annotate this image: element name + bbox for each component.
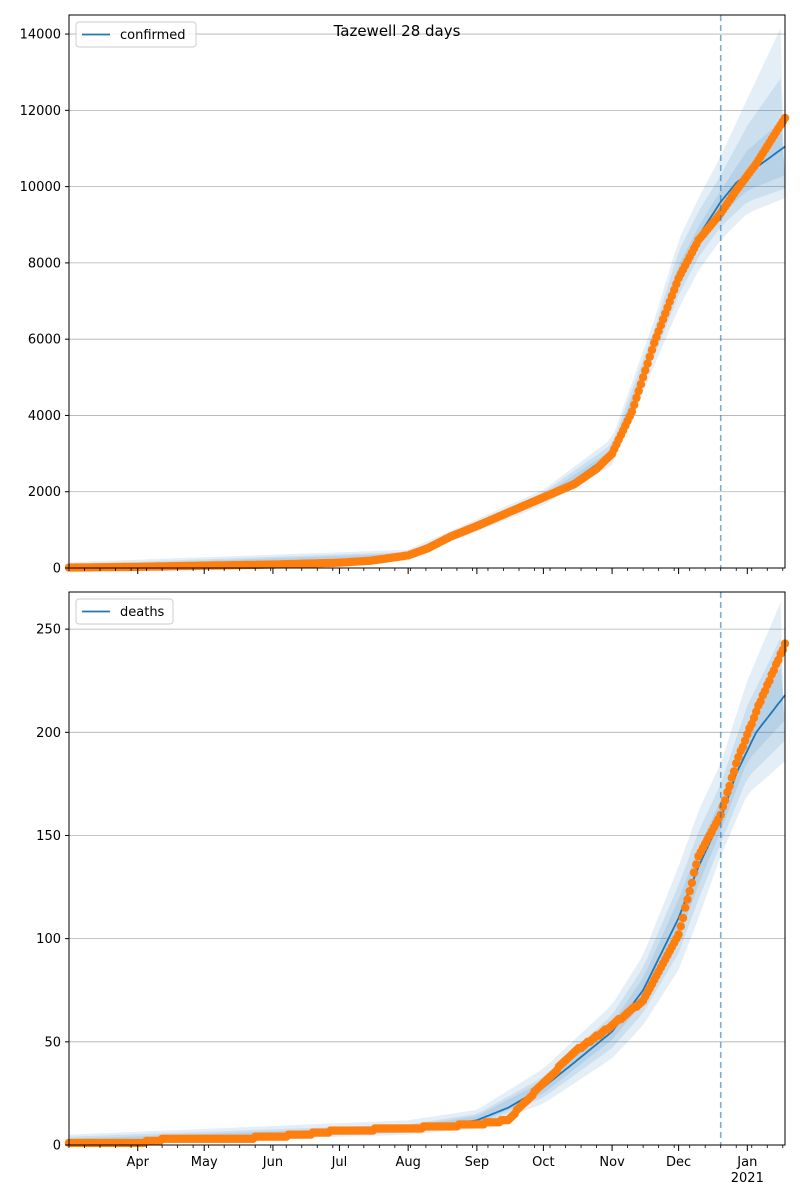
y-tick-label: 50 — [44, 1035, 61, 1050]
observed-point — [678, 913, 688, 923]
observed-point — [636, 380, 646, 389]
legend-label-confirmed: confirmed — [120, 28, 186, 43]
x-year-label: 2021 — [731, 1171, 764, 1186]
x-tick-label: Jun — [262, 1155, 283, 1170]
observed-point — [692, 860, 701, 869]
deaths-observed-points — [64, 639, 790, 1148]
x-tick-label: Nov — [599, 1155, 625, 1170]
observed-point — [634, 386, 643, 396]
y-tick-label: 0 — [53, 562, 61, 577]
y-tick-label: 4000 — [28, 409, 61, 424]
observed-point — [674, 930, 683, 939]
observed-point — [729, 767, 739, 776]
y-tick-label: 100 — [36, 932, 61, 947]
y-tick-label: 12000 — [20, 104, 61, 119]
y-tick-label: 14000 — [20, 28, 61, 43]
observed-point — [627, 407, 637, 416]
x-tick-label: Sep — [465, 1155, 490, 1170]
observed-point — [725, 781, 734, 791]
deaths-axes-frame — [68, 591, 786, 1146]
y-tick-label: 2000 — [28, 485, 61, 500]
legend-label-deaths: deaths — [120, 605, 165, 620]
observed-point — [687, 878, 697, 888]
observed-point — [689, 868, 699, 877]
y-tick-label: 10000 — [20, 180, 61, 195]
y-tick-label: 6000 — [28, 333, 61, 348]
observed-point — [685, 887, 694, 896]
confirmed-axes-frame — [68, 14, 786, 569]
x-tick-label: Aug — [395, 1155, 420, 1170]
observed-point — [645, 352, 654, 361]
x-tick-label: Apr — [126, 1155, 149, 1170]
y-tick-label: 0 — [53, 1139, 61, 1154]
confirmed-x-axis — [68, 568, 784, 574]
confirmed-panel: 0 2000 4000 6000 8000 10000 12000 14000 Tazewel… — [20, 14, 790, 577]
confirmed-y-axis: 0 2000 4000 6000 8000 10000 12000 14000 — [20, 28, 69, 577]
legend-box — [75, 21, 197, 48]
x-tick-label: May — [191, 1155, 218, 1170]
chart-title: Tazewell 28 days — [333, 22, 461, 40]
deaths-panel: 0 50 100 150 200 250 Apr May Jun Jul Aug Sep Oct Nov… — [36, 591, 790, 1186]
observed-point — [643, 359, 652, 368]
legend-box — [75, 598, 174, 625]
observed-point — [647, 345, 657, 355]
x-tick-label: Oct — [532, 1155, 554, 1170]
observed-point — [676, 922, 685, 931]
y-tick-label: 250 — [36, 623, 61, 638]
observed-point — [683, 895, 692, 904]
observed-point — [720, 796, 730, 805]
observed-point — [641, 366, 650, 375]
observed-point — [630, 400, 639, 409]
y-tick-label: 8000 — [28, 256, 61, 271]
y-tick-label: 150 — [36, 829, 61, 844]
deaths-legend: deaths — [75, 598, 174, 625]
observed-point — [638, 373, 648, 382]
deaths-y-axis: 0 50 100 150 200 250 — [36, 623, 69, 1154]
x-tick-label: Dec — [666, 1155, 691, 1170]
confirmed-legend: confirmed — [75, 21, 197, 48]
observed-point — [632, 393, 641, 403]
observed-point — [681, 903, 690, 912]
x-tick-label: Jul — [331, 1155, 348, 1170]
x-tick-label: Jan — [736, 1155, 757, 1170]
confirmed-observed-points — [64, 113, 790, 572]
y-tick-label: 200 — [36, 726, 61, 741]
